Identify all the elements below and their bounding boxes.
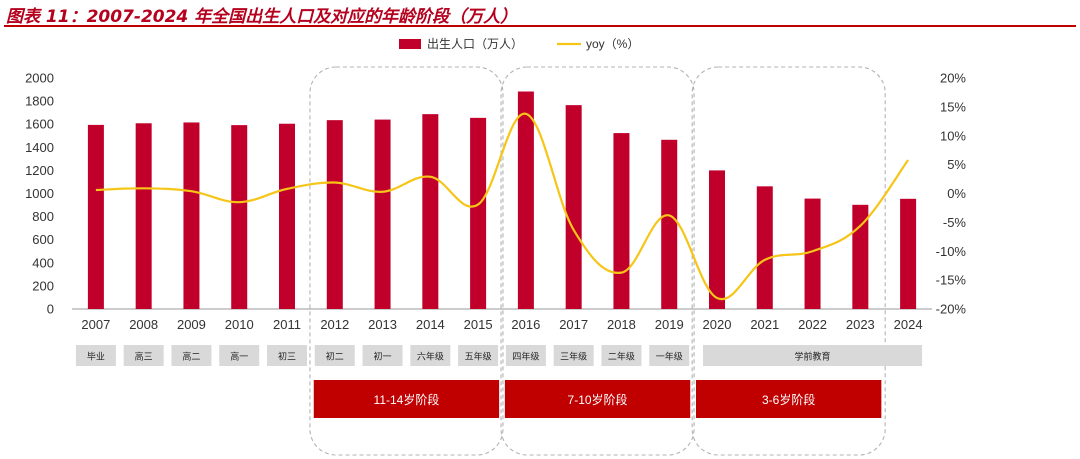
- age-group-box: [313, 380, 500, 418]
- bar-2010: [231, 125, 248, 310]
- grade-label: 高三: [135, 351, 153, 362]
- x-axis-tick-label: 2008: [129, 317, 158, 332]
- right-axis-tick-label: 20%: [940, 71, 966, 86]
- chart-title: 图表 11：2007-2024 年全国出生人口及对应的年龄阶段（万人）: [6, 7, 518, 27]
- left-axis-tick-label: 1600: [25, 117, 54, 132]
- x-axis-tick-label: 2022: [798, 317, 827, 332]
- age-group-label: 7-10岁阶段: [568, 392, 628, 407]
- grade-label: 学前教育: [795, 351, 831, 362]
- grade-label-box: [314, 345, 355, 366]
- grade-label-box: [75, 345, 116, 366]
- yoy-line: [95, 112, 910, 301]
- right-axis-tick-label: -15%: [936, 273, 967, 288]
- stage-group-outline: [500, 66, 695, 456]
- bar-2007: [87, 124, 104, 309]
- grade-label: 二年级: [608, 351, 635, 362]
- grade-label-box: [362, 345, 403, 366]
- grade-label: 六年级: [417, 351, 444, 362]
- bar-2021: [756, 186, 773, 309]
- legend-label-births: 出生人口（万人）: [427, 37, 523, 51]
- bar-2024: [900, 198, 917, 309]
- stage-group-outline: [691, 66, 886, 456]
- x-axis-tick-label: 2018: [607, 317, 636, 332]
- bar-2020: [709, 170, 725, 309]
- bar-2008: [135, 123, 152, 309]
- bar-2014: [422, 114, 439, 310]
- x-axis-tick-label: 2011: [273, 317, 301, 332]
- bar-2012: [326, 120, 343, 309]
- x-axis-tick-label: 2012: [320, 317, 349, 332]
- grade-label: 一年级: [656, 351, 683, 362]
- x-axis-tick-label: 2017: [559, 317, 588, 332]
- legend-swatch-births: [399, 39, 421, 49]
- x-axis-tick-label: 2014: [416, 317, 445, 332]
- age-group-box: [695, 380, 882, 418]
- x-axis-tick-label: 2024: [894, 317, 923, 332]
- grade-label-box: [458, 345, 499, 366]
- grade-label: 初三: [278, 351, 296, 362]
- x-axis-tick-label: 2015: [464, 317, 493, 332]
- grade-label-box: [410, 345, 451, 366]
- left-axis-tick-label: 1000: [25, 186, 54, 201]
- right-axis-tick-label: -20%: [936, 302, 967, 317]
- grade-label: 三年级: [560, 351, 587, 362]
- grade-label-box: [703, 345, 923, 366]
- grade-label-box: [649, 345, 690, 366]
- bar-2017: [565, 105, 582, 309]
- bar-2022: [804, 198, 821, 309]
- x-axis-tick-label: 2016: [511, 317, 540, 332]
- bar-2018: [613, 133, 630, 309]
- left-axis-tick-label: 800: [32, 209, 54, 224]
- grade-label-box: [171, 345, 212, 366]
- grade-label-box: [601, 345, 642, 366]
- grade-label-box: [219, 345, 260, 366]
- x-axis-tick-label: 2019: [655, 317, 684, 332]
- bar-2011: [279, 123, 295, 309]
- right-axis-tick-label: 5%: [947, 157, 966, 172]
- grade-label-box: [505, 345, 546, 366]
- left-axis-tick-label: 1400: [25, 140, 54, 155]
- left-axis-tick-label: 200: [32, 278, 54, 293]
- left-axis-tick-label: 1800: [25, 94, 54, 109]
- left-axis-tick-label: 400: [32, 255, 54, 270]
- left-axis-tick-label: 600: [32, 232, 54, 247]
- right-axis-tick-label: -10%: [936, 244, 967, 259]
- bar-2019: [661, 139, 678, 309]
- x-axis-tick-label: 2020: [703, 317, 732, 332]
- grade-label-box: [123, 345, 164, 366]
- bar-2013: [374, 119, 391, 309]
- right-axis-tick-label: -5%: [943, 215, 967, 230]
- x-axis-tick-label: 2021: [750, 317, 779, 332]
- age-group-box: [504, 380, 691, 418]
- right-axis-tick-label: 15%: [940, 99, 966, 114]
- grade-label: 高一: [230, 351, 248, 362]
- bar-2009: [183, 122, 200, 309]
- x-axis-tick-label: 2007: [81, 317, 110, 332]
- left-axis-tick-label: 0: [47, 302, 54, 317]
- bar-2016: [517, 91, 534, 310]
- x-axis-tick-label: 2023: [846, 317, 875, 332]
- left-axis-tick-label: 1200: [25, 163, 54, 178]
- grade-label: 五年级: [465, 351, 492, 362]
- x-axis-tick-label: 2013: [368, 317, 397, 332]
- grade-label: 初二: [326, 351, 344, 362]
- stage-group-outline: [309, 66, 504, 456]
- age-group-label: 11-14岁阶段: [374, 392, 440, 407]
- grade-label-box: [553, 345, 594, 366]
- right-axis-tick-label: 10%: [940, 128, 966, 143]
- left-axis-tick-label: 2000: [25, 71, 54, 86]
- grade-label: 四年级: [512, 351, 539, 362]
- grade-label-box: [267, 345, 307, 366]
- x-axis-tick-label: 2009: [177, 317, 206, 332]
- age-group-label: 3-6岁阶段: [762, 392, 815, 407]
- x-axis-tick-label: 2010: [225, 317, 254, 332]
- title-underline: [4, 25, 1076, 27]
- legend-label-yoy: yoy（%）: [586, 37, 639, 51]
- grade-label: 毕业: [87, 351, 105, 362]
- grade-label: 高二: [182, 351, 200, 362]
- grade-label: 初一: [374, 351, 392, 362]
- right-axis-tick-label: 0%: [947, 186, 966, 201]
- bar-2015: [470, 117, 487, 309]
